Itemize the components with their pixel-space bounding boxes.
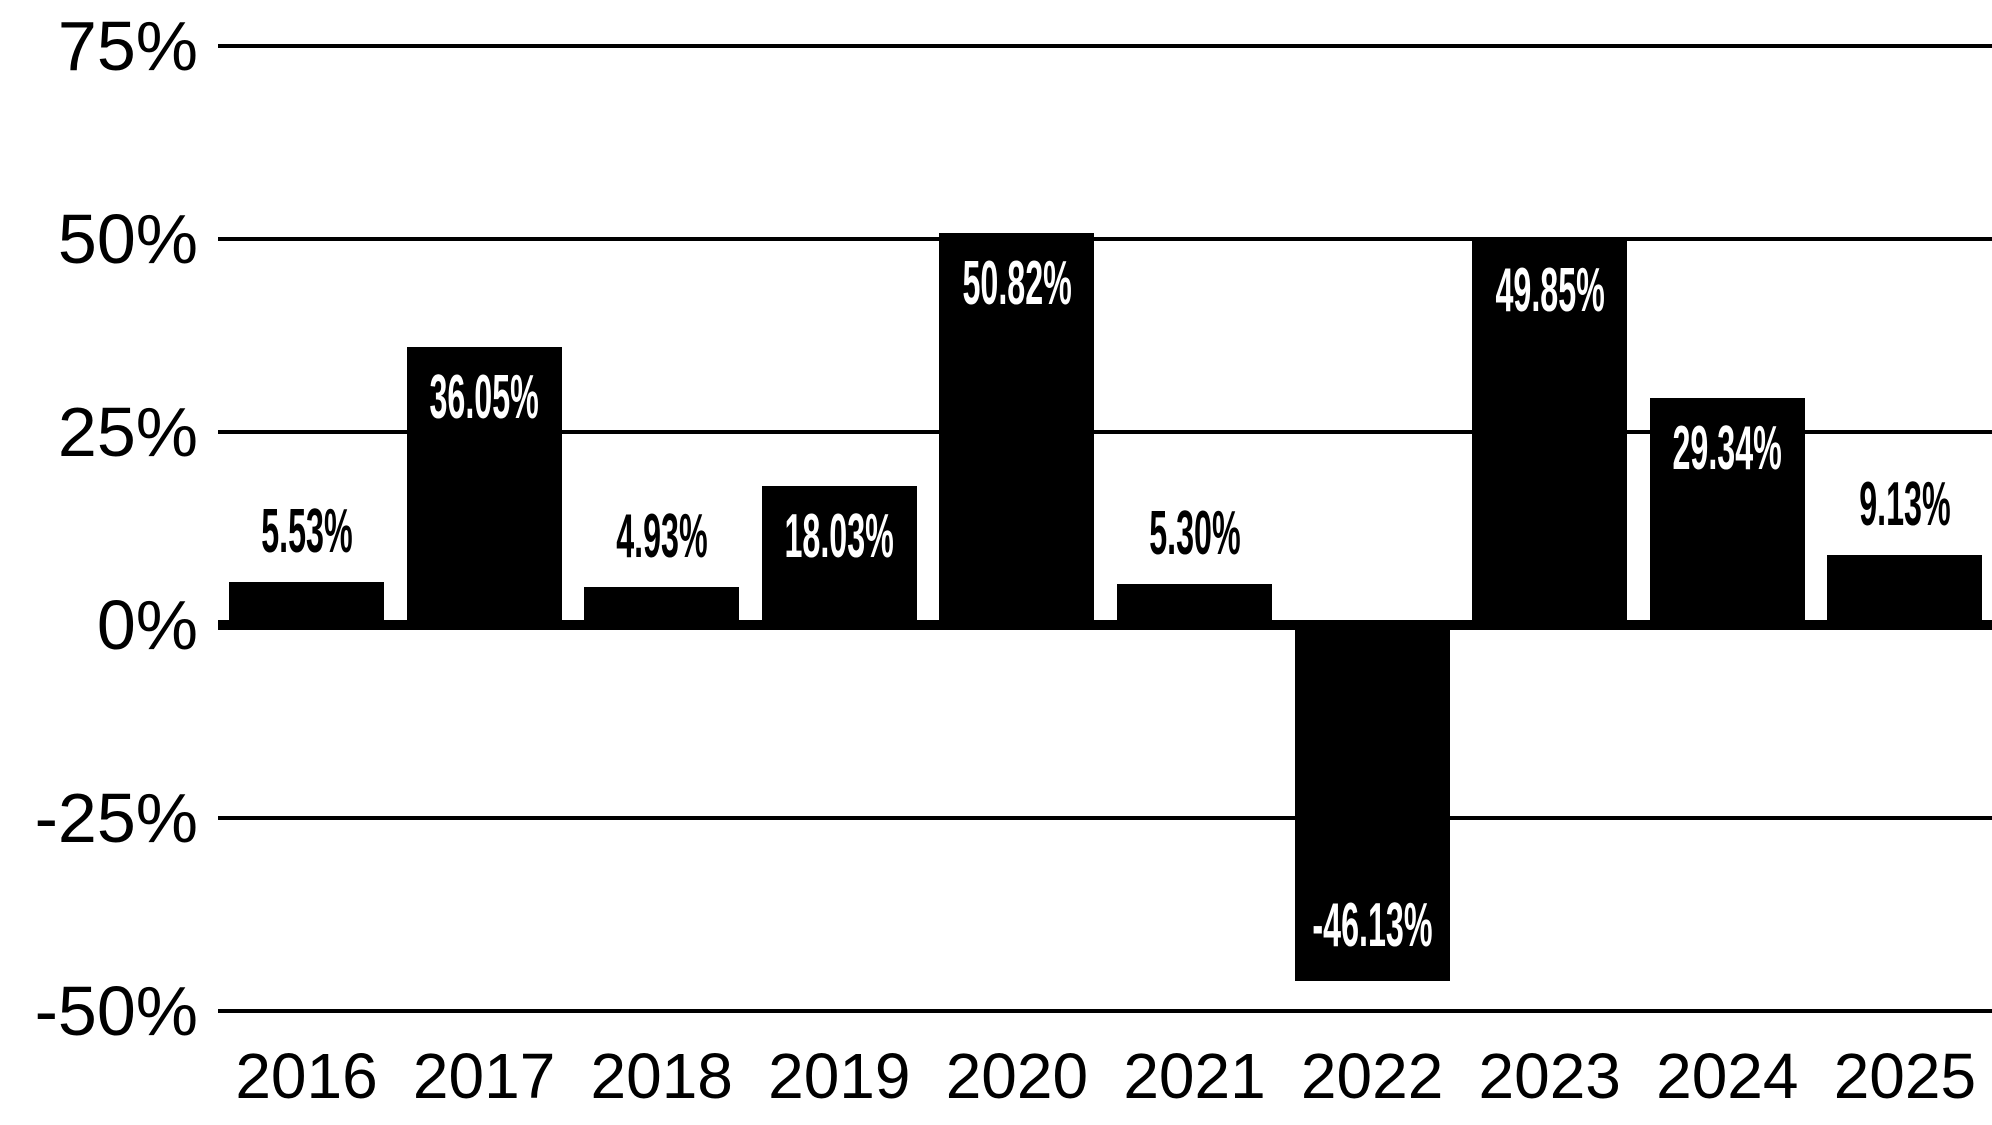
x-tick-label-2023: 2023: [1478, 1040, 1621, 1112]
bar-2025: [1827, 554, 1983, 625]
bar-value-label: 36.05%: [334, 363, 634, 433]
bar-value-label: 49.85%: [1400, 256, 1700, 326]
bar-value-text: 36.05%: [429, 362, 539, 432]
bar-value-label: 50.82%: [867, 249, 1167, 319]
y-tick-label: 50%: [57, 200, 198, 278]
bar-value-label: -46.13%: [1222, 891, 1522, 961]
x-tick-label-2021: 2021: [1123, 1040, 1266, 1112]
x-tick-label-2018: 2018: [590, 1040, 733, 1112]
bar-2017: [406, 346, 562, 625]
bar-2024: [1649, 398, 1805, 625]
x-tick-label-2020: 2020: [945, 1040, 1089, 1112]
bar-value-text: 18.03%: [784, 501, 894, 571]
x-tick-label-2022: 2022: [1300, 1040, 1444, 1112]
bar-value-text: 29.34%: [1672, 414, 1782, 484]
gridline: [218, 430, 1992, 434]
bar-value-text: 50.82%: [962, 248, 1072, 318]
bar-value-text: -46.13%: [1312, 891, 1433, 961]
bar-2016: [229, 582, 384, 625]
bar-value-label: 29.34%: [1577, 414, 1877, 484]
bar-value-text: 49.85%: [1495, 256, 1605, 326]
bar-value-label: 18.03%: [689, 502, 989, 572]
bar-2020: [939, 232, 1095, 625]
bar-2021: [1117, 584, 1272, 625]
bar-2018: [584, 586, 740, 625]
y-tick-label: -50%: [34, 972, 198, 1050]
gridline: [218, 237, 1992, 241]
bar-2022: [1294, 625, 1450, 982]
bar-2023: [1472, 240, 1628, 625]
bar-value-text: 5.53%: [260, 497, 353, 567]
x-tick-label-2019: 2019: [768, 1040, 911, 1112]
bar-value-label: 5.30%: [1045, 499, 1345, 569]
gridline: [218, 44, 1992, 48]
y-tick-label: 75%: [57, 7, 198, 85]
y-tick-label: 25%: [57, 393, 198, 471]
zero-axis-line: [218, 620, 1992, 630]
y-tick-label: 0%: [96, 586, 198, 664]
bar-value-text: 9.13%: [1859, 469, 1951, 539]
y-tick-label: -25%: [34, 779, 198, 857]
bar-2019: [761, 485, 917, 625]
x-tick-label-2024: 2024: [1656, 1040, 1799, 1112]
bar-value-label: 9.13%: [1755, 470, 1992, 540]
x-tick-label-2017: 2017: [412, 1040, 556, 1112]
bar-value-label: 5.53%: [157, 497, 457, 567]
bar-value-label: 4.93%: [512, 502, 812, 572]
bar-value-text: 4.93%: [615, 501, 708, 571]
x-tick-label-2025: 2025: [1833, 1040, 1977, 1112]
gridline: [218, 816, 1992, 820]
bar-value-text: 5.30%: [1148, 499, 1241, 569]
x-tick-label-2016: 2016: [235, 1040, 378, 1112]
gridline: [218, 1009, 1992, 1013]
